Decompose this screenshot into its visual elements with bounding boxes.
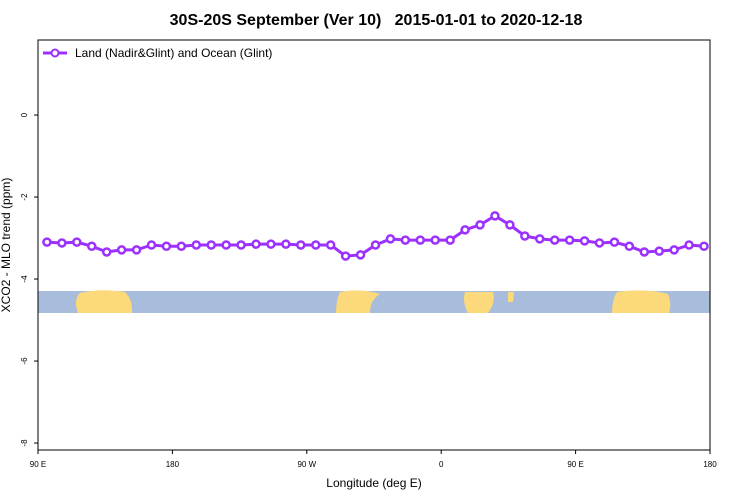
point [579, 236, 590, 246]
point [42, 237, 52, 247]
land-patch [75, 290, 133, 313]
point [445, 235, 455, 245]
point [206, 240, 216, 250]
point [549, 235, 560, 245]
land-ocean-strip [38, 290, 710, 313]
point [221, 240, 231, 250]
point [146, 240, 157, 250]
point [87, 241, 97, 251]
point [176, 241, 187, 251]
point [594, 238, 605, 248]
point [669, 245, 679, 255]
x-tick-label: 90 E [567, 460, 583, 469]
point [266, 239, 276, 249]
point [639, 247, 650, 257]
point [57, 238, 67, 248]
point [161, 241, 172, 251]
point [191, 240, 202, 250]
point [72, 237, 82, 247]
point [236, 240, 246, 250]
point [535, 234, 545, 244]
point [400, 235, 411, 245]
land-patch [508, 292, 514, 302]
point [684, 240, 694, 250]
y-tick-label: 0 [20, 112, 29, 117]
plot-frame [37, 39, 711, 451]
point [520, 231, 530, 241]
point [355, 250, 366, 260]
x-tick-label: 0 [439, 460, 444, 469]
x-axis-label: Longitude (deg E) [326, 476, 421, 490]
point [325, 240, 336, 250]
point [654, 246, 664, 256]
point [251, 239, 261, 249]
point [281, 239, 291, 249]
point [564, 235, 575, 245]
point [311, 240, 321, 250]
y-axis-label: XCO2 - MLO trend (ppm) [0, 178, 13, 313]
point [490, 211, 500, 221]
x-tick-label: 180 [166, 460, 180, 469]
point [505, 220, 515, 230]
land-patch [612, 290, 671, 313]
point [385, 234, 396, 244]
land-patch [336, 290, 380, 313]
point [460, 225, 470, 235]
legend: Land (Nadir&Glint) and Ocean (Glint) [43, 46, 272, 60]
point [370, 240, 381, 250]
y-tick-label: -2 [20, 193, 29, 201]
y-tick-label: -6 [20, 357, 29, 365]
point [116, 245, 127, 255]
point [475, 220, 485, 230]
chart-title: 30S-20S September (Ver 10) 2015-01-01 to… [170, 12, 583, 29]
point [699, 241, 709, 251]
point [415, 235, 426, 245]
ocean-band [38, 291, 710, 313]
legend-label: Land (Nadir&Glint) and Ocean (Glint) [75, 46, 272, 60]
point [131, 245, 142, 255]
y-tick-label: -4 [20, 275, 29, 283]
land-patch [464, 292, 494, 313]
point [609, 237, 620, 247]
x-tick-label: 180 [703, 460, 717, 469]
point [430, 235, 440, 245]
point [624, 241, 635, 251]
x-tick-label: 90 E [30, 460, 46, 469]
legend-marker [50, 48, 60, 58]
point [101, 247, 112, 257]
point [340, 251, 351, 261]
y-tick-label: -8 [20, 439, 29, 447]
x-tick-label: 90 W [297, 460, 316, 469]
point [296, 240, 306, 250]
